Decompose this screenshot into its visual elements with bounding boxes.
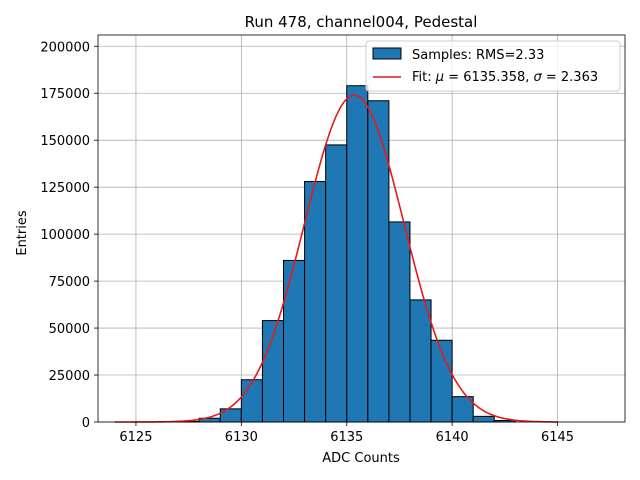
histogram-bar (304, 181, 327, 423)
x-axis-title: ADC Counts (322, 451, 400, 466)
axis-ticks: 6125 6130 6135 6140 6145 0 25000 50000 75000 1000… (40, 40, 574, 445)
y-tick-label: 75000 (49, 275, 90, 290)
y-tick-label: 50000 (49, 322, 90, 337)
legend-samples-swatch (372, 47, 402, 60)
x-tick-label: 6130 (225, 430, 258, 445)
y-tick-label: 0 (82, 416, 90, 431)
y-tick-label: 175000 (40, 87, 90, 102)
histogram-bar (283, 259, 306, 423)
histogram-bar (346, 85, 369, 423)
fit-curve-layer (114, 94, 558, 423)
chart-title: Run 478, channel004, Pedestal (245, 13, 478, 31)
x-tick-label: 6140 (436, 430, 469, 445)
legend-fit-label: Fit: μ = 6135.358, σ = 2.363 (412, 70, 598, 85)
x-tick-label: 6135 (330, 430, 363, 445)
histogram-bars (177, 85, 516, 423)
y-axis-title: Entries (15, 210, 30, 256)
histogram-bar (367, 100, 390, 423)
histogram-bar (472, 415, 495, 423)
legend-fit-mu-symbol: μ (435, 70, 444, 85)
legend: Samples: RMS=2.33 Fit: μ = 6135.358, σ =… (365, 40, 621, 92)
y-tick-label: 100000 (40, 228, 90, 243)
x-tick-label: 6145 (541, 430, 574, 445)
legend-fit-sigma-value: = 2.363 (542, 70, 598, 85)
legend-box (365, 40, 621, 92)
legend-fit-sigma-symbol: σ (534, 70, 543, 85)
plot-frame (97, 34, 626, 423)
y-tick-label: 150000 (40, 134, 90, 149)
histogram-bar (409, 299, 432, 423)
legend-fit-prefix: Fit: (412, 70, 436, 85)
histogram-bar (325, 144, 348, 423)
legend-samples-label: Samples: RMS=2.33 (412, 48, 544, 63)
fit-curve (114, 94, 558, 423)
x-tick-label: 6125 (119, 430, 152, 445)
legend-fit-mu-value: = 6135.358, (444, 70, 533, 85)
y-tick-label: 200000 (40, 40, 90, 55)
y-tick-label: 25000 (49, 369, 90, 384)
y-tick-label: 125000 (40, 181, 90, 196)
histogram-bar (240, 379, 263, 423)
histogram-bar (388, 221, 411, 423)
